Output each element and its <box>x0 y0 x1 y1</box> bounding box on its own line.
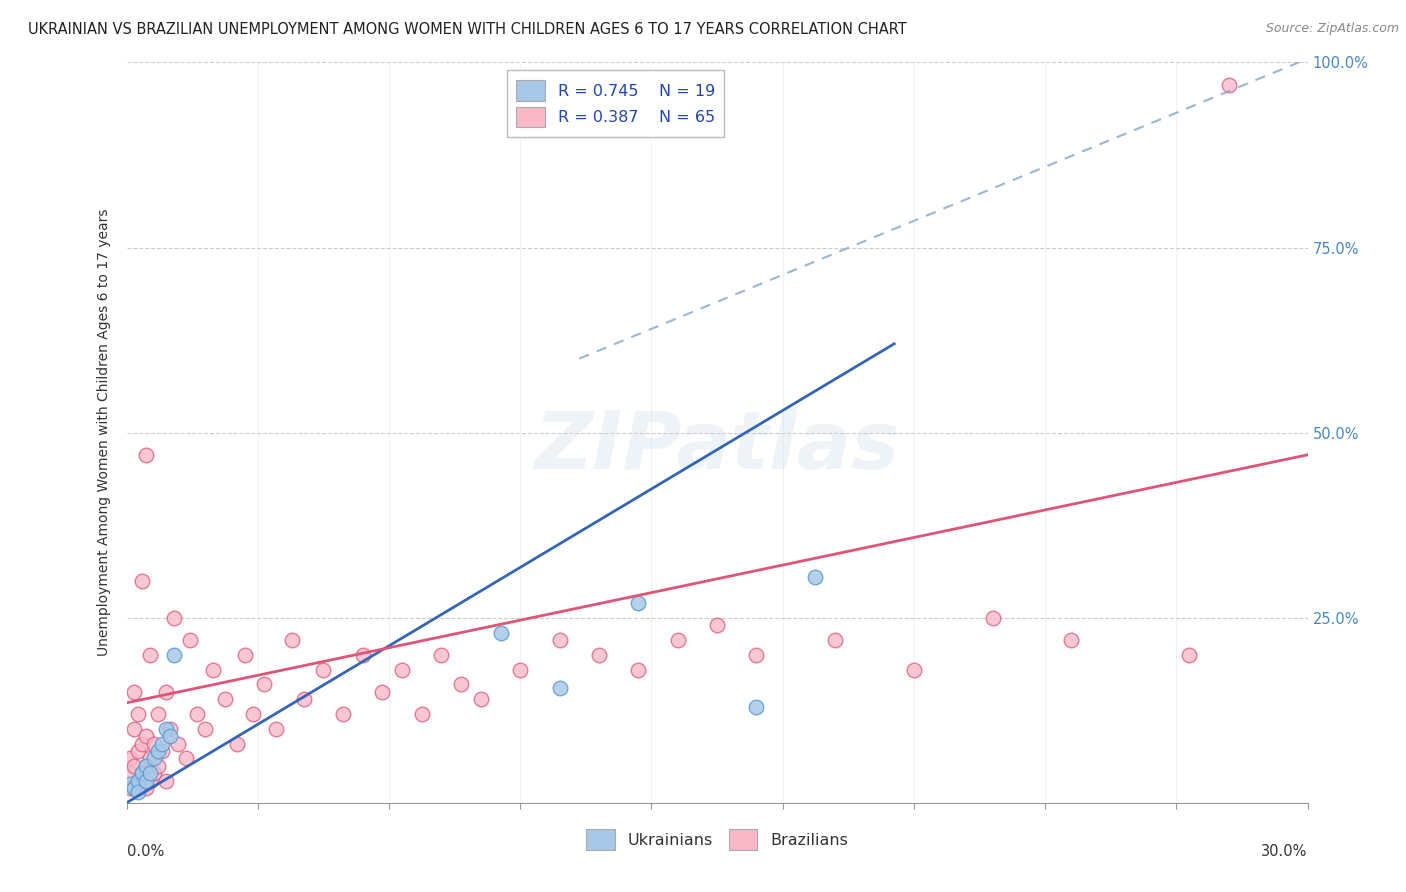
Brazilians <box>233 648 256 662</box>
Brazilians <box>124 722 146 736</box>
Brazilians <box>131 766 153 780</box>
Brazilians <box>214 692 236 706</box>
Brazilians <box>371 685 394 699</box>
Brazilians <box>411 706 433 721</box>
Brazilians <box>548 632 571 647</box>
Ukrainians <box>131 766 153 780</box>
Y-axis label: Unemployment Among Women with Children Ages 6 to 17 years: Unemployment Among Women with Children A… <box>97 209 111 657</box>
Brazilians <box>1218 78 1240 92</box>
Brazilians <box>202 663 225 677</box>
Brazilians <box>166 737 188 751</box>
Brazilians <box>186 706 208 721</box>
Brazilians <box>159 722 181 736</box>
Ukrainians <box>150 737 173 751</box>
Brazilians <box>143 737 166 751</box>
Brazilians <box>352 648 374 662</box>
Brazilians <box>242 706 264 721</box>
Brazilians <box>135 729 157 743</box>
Brazilians <box>163 610 186 624</box>
Ukrainians <box>127 785 149 799</box>
Brazilians <box>588 648 610 662</box>
Brazilians <box>135 448 157 462</box>
Brazilians <box>253 677 276 691</box>
Brazilians <box>120 751 142 765</box>
Ukrainians <box>804 570 827 584</box>
Ukrainians <box>627 596 650 610</box>
Brazilians <box>146 706 169 721</box>
Brazilians <box>179 632 201 647</box>
Brazilians <box>155 773 177 788</box>
Ukrainians <box>135 773 157 788</box>
Brazilians <box>139 648 162 662</box>
Text: Source: ZipAtlas.com: Source: ZipAtlas.com <box>1265 22 1399 36</box>
Brazilians <box>146 758 169 772</box>
Brazilians <box>225 737 247 751</box>
Brazilians <box>124 758 146 772</box>
Brazilians <box>281 632 304 647</box>
Ukrainians <box>163 648 186 662</box>
Brazilians <box>391 663 413 677</box>
Brazilians <box>143 766 166 780</box>
Brazilians <box>745 648 768 662</box>
Ukrainians <box>124 780 146 795</box>
Text: 0.0%: 0.0% <box>127 844 163 858</box>
Brazilians <box>264 722 287 736</box>
Ukrainians <box>548 681 571 695</box>
Ukrainians <box>139 766 162 780</box>
Brazilians <box>292 692 315 706</box>
Brazilians <box>1178 648 1201 662</box>
Brazilians <box>1060 632 1083 647</box>
Brazilians <box>194 722 217 736</box>
Brazilians <box>127 744 149 758</box>
Brazilians <box>981 610 1004 624</box>
Brazilians <box>124 685 146 699</box>
Brazilians <box>120 780 142 795</box>
Legend: Ukrainians, Brazilians: Ukrainians, Brazilians <box>578 822 856 858</box>
Brazilians <box>120 766 142 780</box>
Text: 30.0%: 30.0% <box>1261 844 1308 858</box>
Ukrainians <box>127 773 149 788</box>
Ukrainians <box>120 777 142 791</box>
Ukrainians <box>143 751 166 765</box>
Brazilians <box>450 677 472 691</box>
Brazilians <box>174 751 197 765</box>
Text: UKRAINIAN VS BRAZILIAN UNEMPLOYMENT AMONG WOMEN WITH CHILDREN AGES 6 TO 17 YEARS: UKRAINIAN VS BRAZILIAN UNEMPLOYMENT AMON… <box>28 22 907 37</box>
Brazilians <box>135 758 157 772</box>
Brazilians <box>150 744 173 758</box>
Brazilians <box>139 751 162 765</box>
Brazilians <box>124 780 146 795</box>
Brazilians <box>139 773 162 788</box>
Ukrainians <box>155 722 177 736</box>
Brazilians <box>332 706 354 721</box>
Ukrainians <box>159 729 181 743</box>
Ukrainians <box>146 744 169 758</box>
Text: ZIPatlas: ZIPatlas <box>534 409 900 486</box>
Brazilians <box>627 663 650 677</box>
Brazilians <box>135 780 157 795</box>
Ukrainians <box>135 758 157 772</box>
Brazilians <box>127 706 149 721</box>
Brazilians <box>430 648 453 662</box>
Ukrainians <box>745 699 768 714</box>
Brazilians <box>470 692 492 706</box>
Ukrainians <box>489 625 512 640</box>
Brazilians <box>903 663 925 677</box>
Brazilians <box>155 685 177 699</box>
Brazilians <box>706 618 728 632</box>
Brazilians <box>312 663 335 677</box>
Brazilians <box>131 574 153 588</box>
Brazilians <box>666 632 689 647</box>
Brazilians <box>131 737 153 751</box>
Brazilians <box>509 663 531 677</box>
Brazilians <box>824 632 846 647</box>
Brazilians <box>127 773 149 788</box>
